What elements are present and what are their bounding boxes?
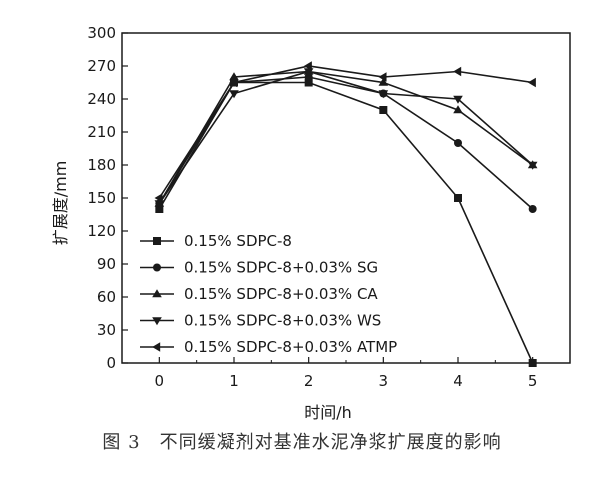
data-point [378,72,387,82]
y-tick-label: 150 [87,189,116,207]
data-point [378,77,389,86]
series-line [158,65,533,199]
data-point [153,237,161,245]
x-tick-label: 3 [379,372,389,390]
legend-item: 0.15% SDPC-8+0.03% SG [140,259,378,277]
x-tick-label: 0 [155,372,165,390]
data-point [152,289,162,298]
data-point [153,263,161,272]
x-axis-title: 时间/h [304,403,352,422]
data-point [454,139,462,147]
y-tick-label: 270 [87,57,116,75]
data-point [453,66,462,77]
y-tick-label: 240 [87,90,116,108]
y-tick-label: 60 [97,288,116,306]
series [154,61,536,203]
data-point [304,73,313,81]
series [154,66,538,207]
legend-item: 0.15% SDPC-8+0.03% ATMP [140,338,397,356]
data-point [229,77,238,88]
series-line [158,70,534,204]
series-layer [154,61,538,367]
data-point [152,317,162,326]
data-point [453,95,463,104]
data-point [304,78,313,87]
series [154,68,538,209]
data-point [303,61,312,71]
data-point [379,106,388,114]
legend-item: 0.15% SDPC-8+0.03% CA [140,285,378,303]
chart: 0 30 60 90 120 150 180 210 240 270 300 0 1 2 3 4 5 0.15%… [51,24,571,422]
data-point [229,90,239,99]
data-point [527,77,536,88]
x-tick-label: 1 [229,372,239,390]
data-point [155,205,164,213]
y-tick-label: 180 [87,156,116,174]
axes: 0 30 60 90 120 150 180 210 240 270 300 0 1 2 3 4 5 [87,24,571,390]
data-point [453,105,463,114]
y-axis-title: 扩展度/mm [51,161,70,246]
legend-item: 0.15% SDPC-8+0.03% WS [140,312,381,330]
y-tick-label: 30 [97,321,116,339]
x-tick-label: 4 [453,372,463,390]
series [155,73,537,213]
data-point [378,90,389,99]
y-tick-label: 90 [97,255,116,273]
legend-label: 0.15% SDPC-8+0.03% SG [184,259,378,277]
data-point [152,342,161,352]
legend-label: 0.15% SDPC-8+0.03% WS [184,312,381,330]
data-point [527,161,538,170]
data-point [154,193,163,203]
data-point [454,194,462,202]
y-tick-label: 0 [106,354,116,372]
figure-caption: 图 3 不同缓凝剂对基准水泥净浆扩展度的影响 [102,432,502,453]
legend-item: 0.15% SDPC-8 [140,232,292,250]
y-tick-label: 210 [87,123,116,141]
chart-svg: 0 30 60 90 120 150 180 210 240 270 300 0 1 2 3 4 5 0.15%… [51,24,571,422]
data-point [528,359,537,367]
data-point [528,205,537,213]
series-line [158,70,534,204]
x-tick-label: 5 [528,372,538,390]
legend-label: 0.15% SDPC-8 [184,232,292,250]
legend-label: 0.15% SDPC-8+0.03% CA [184,285,378,303]
x-tick-label: 2 [304,372,314,390]
y-tick-label: 120 [87,222,116,240]
legend: 0.15% SDPC-8 0.15% SDPC-8+0.03% SG 0.15% S… [140,232,397,356]
y-tick-label: 300 [87,24,116,42]
legend-label: 0.15% SDPC-8+0.03% ATMP [184,338,397,356]
